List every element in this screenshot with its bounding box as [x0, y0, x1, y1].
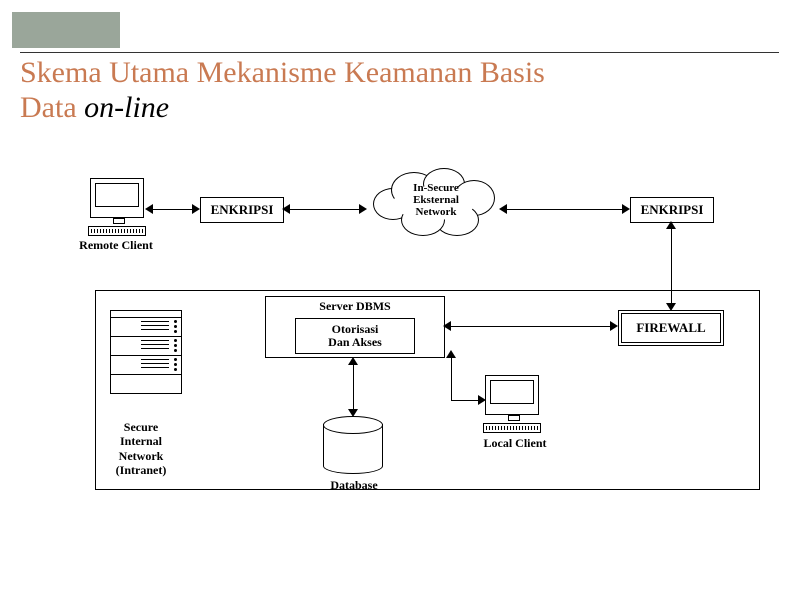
page-title: Skema Utama Mekanisme Keamanan Basis Dat…	[20, 56, 545, 125]
server-dbms-label: Server DBMS	[266, 299, 444, 314]
server-rack-icon	[110, 310, 182, 406]
arrowhead	[443, 321, 451, 331]
arrowhead	[282, 204, 290, 214]
accent-block	[12, 12, 120, 48]
slide: Skema Utama Mekanisme Keamanan Basis Dat…	[0, 0, 799, 598]
arrowhead	[145, 204, 153, 214]
enkripsi-box-2: ENKRIPSI	[630, 197, 714, 223]
edge-dbms-lc	[451, 400, 479, 401]
enkripsi-box-1: ENKRIPSI	[200, 197, 284, 223]
title-line2b: on-line	[84, 91, 169, 124]
local-client-icon	[485, 375, 543, 433]
arrowhead	[446, 350, 456, 358]
arrowhead	[478, 395, 486, 405]
title-line2a: Data	[20, 91, 84, 124]
edge-enk1-cloud	[290, 209, 360, 210]
database-icon	[323, 416, 383, 474]
title-rule	[20, 52, 779, 53]
edge-dbms-db	[353, 364, 354, 410]
arrowhead	[348, 409, 358, 417]
arrowhead	[666, 221, 676, 229]
edge-enk2-fw	[671, 228, 672, 304]
firewall-box: FIREWALL	[618, 310, 724, 346]
database-label: Database	[313, 478, 395, 493]
local-client-label: Local Client	[469, 436, 561, 451]
arrowhead	[499, 204, 507, 214]
otorisasi-box: OtorisasiDan Akses	[295, 318, 415, 354]
edge-rc-enk1	[153, 209, 193, 210]
arrowhead	[666, 303, 676, 311]
edge-cloud-enk2	[507, 209, 623, 210]
arrowhead	[348, 357, 358, 365]
arrowhead	[610, 321, 618, 331]
remote-client-icon	[90, 178, 148, 236]
cloud-label: In-SecureEksternalNetwork	[405, 182, 467, 218]
remote-client-label: Remote Client	[70, 238, 162, 253]
diagram: Remote Client ENKRIPSI In-SecureEksterna…	[55, 160, 765, 580]
arrowhead	[622, 204, 630, 214]
cloud-icon: In-SecureEksternalNetwork	[363, 166, 503, 236]
arrowhead	[359, 204, 367, 214]
arrowhead	[192, 204, 200, 214]
edge-fw-dbms	[451, 326, 611, 327]
edge-dbms-lc-v	[451, 356, 452, 400]
intranet-label: SecureInternalNetwork(Intranet)	[101, 420, 181, 478]
title-line1: Skema Utama Mekanisme Keamanan Basis	[20, 56, 545, 89]
